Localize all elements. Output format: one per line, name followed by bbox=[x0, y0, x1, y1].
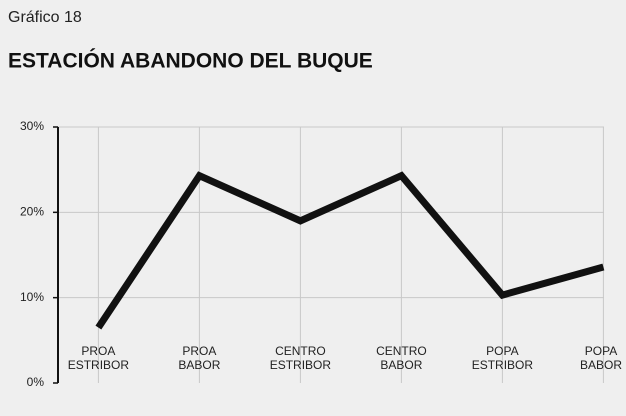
chart-label: Gráfico 18 bbox=[8, 9, 82, 26]
y-tick-label: 10% bbox=[20, 290, 44, 304]
x-tick-label: CENTRO BABOR bbox=[376, 344, 427, 372]
x-tick-label: POPA ESTRIBOR bbox=[472, 344, 534, 372]
x-tick-label: CENTRO ESTRIBOR bbox=[270, 344, 332, 372]
x-tick-label: PROA BABOR bbox=[178, 344, 220, 372]
y-tick-label: 30% bbox=[20, 119, 44, 133]
y-tick-label: 20% bbox=[20, 205, 44, 219]
line bbox=[95, 171, 605, 330]
chart-title: ESTACIÓN ABANDONO DEL BUQUE bbox=[8, 49, 373, 73]
x-tick-label: PROA ESTRIBOR bbox=[68, 344, 130, 372]
y-tick-label: 0% bbox=[27, 375, 45, 389]
x-tick-label: POPA BABOR bbox=[580, 344, 622, 372]
